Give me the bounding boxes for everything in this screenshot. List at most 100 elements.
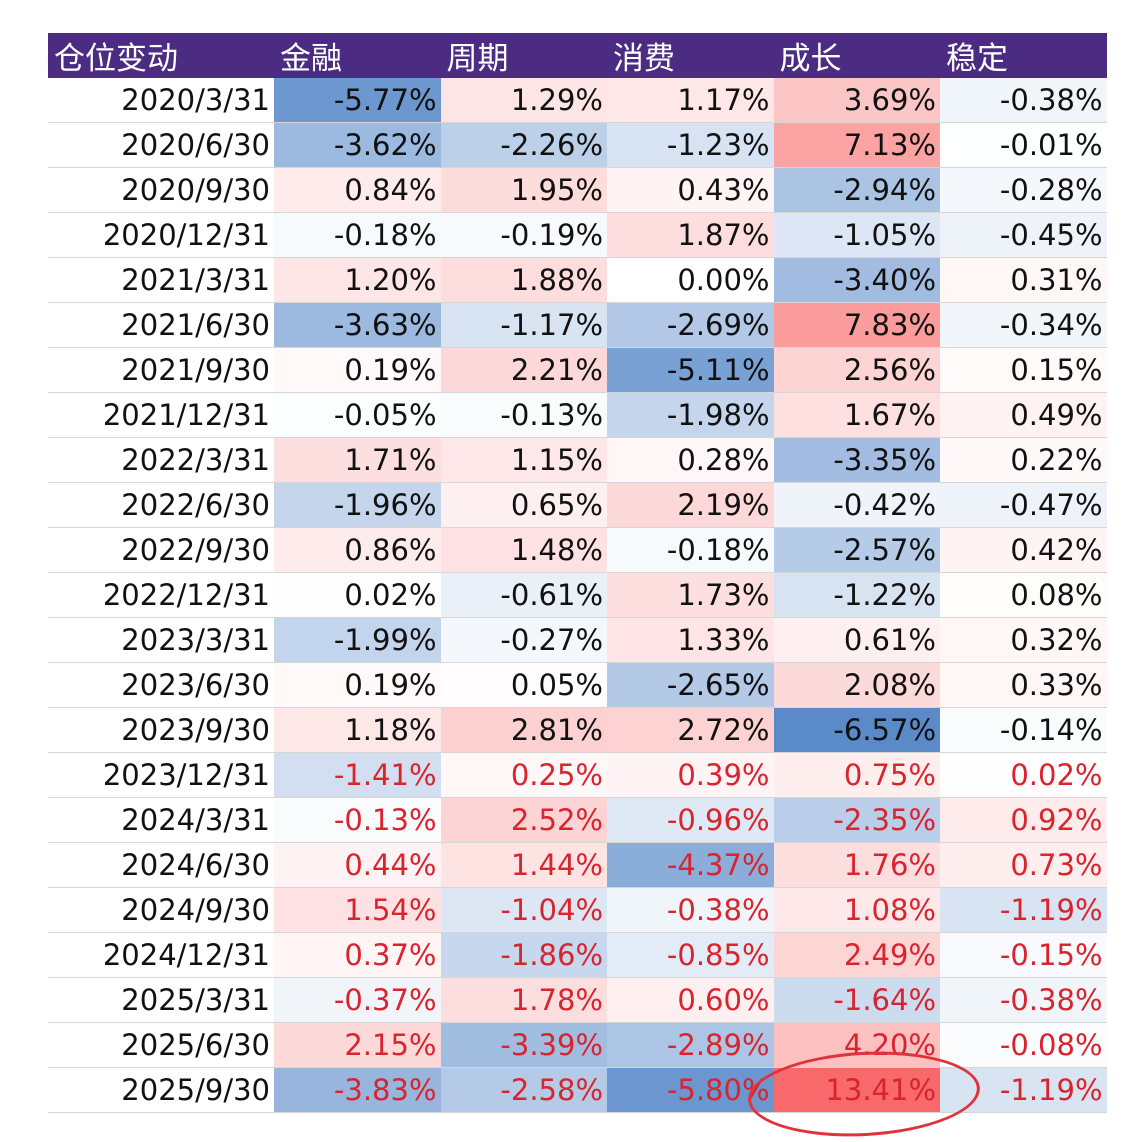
table-row: 2020/9/30 0.84% 1.95% 0.43% -2.94% -0.28%: [48, 167, 1107, 213]
cell-cyclical: -1.86%: [440, 932, 607, 978]
cell-growth: 7.83%: [773, 302, 940, 348]
cell-stable: -0.38%: [940, 977, 1107, 1023]
cell-finance: 0.44%: [274, 842, 441, 888]
cell-consumer: -2.65%: [607, 662, 774, 708]
cell-finance: -5.77%: [274, 78, 441, 123]
table-row: 2024/3/31 -0.13% 2.52% -0.96% -2.35% 0.92%: [48, 797, 1107, 843]
cell-finance: 1.54%: [274, 887, 441, 933]
cell-stable: 0.02%: [940, 752, 1107, 798]
table-row: 2023/3/31 -1.99% -0.27% 1.33% 0.61% 0.32%: [48, 617, 1107, 663]
header-date: 仓位变动: [48, 33, 274, 78]
cell-finance: 0.37%: [274, 932, 441, 978]
cell-consumer: 1.33%: [607, 617, 774, 663]
table-row: 2021/9/30 0.19% 2.21% -5.11% 2.56% 0.15%: [48, 347, 1107, 393]
table-row: 2020/12/31 -0.18% -0.19% 1.87% -1.05% -0.45%: [48, 212, 1107, 258]
cell-stable: 0.31%: [940, 257, 1107, 303]
cell-consumer: -0.96%: [607, 797, 774, 843]
cell-cyclical: 0.25%: [440, 752, 607, 798]
cell-stable: 0.42%: [940, 527, 1107, 573]
cell-stable: -0.47%: [940, 482, 1107, 528]
cell-consumer: -4.37%: [607, 842, 774, 888]
cell-growth: 7.13%: [773, 122, 940, 168]
cell-stable: -0.34%: [940, 302, 1107, 348]
cell-growth: -3.35%: [773, 437, 940, 483]
cell-finance: 0.86%: [274, 527, 441, 573]
cell-date: 2023/9/30: [48, 707, 274, 753]
table-row: 2022/3/31 1.71% 1.15% 0.28% -3.35% 0.22%: [48, 437, 1107, 483]
cell-growth: 0.61%: [773, 617, 940, 663]
cell-finance: -1.41%: [274, 752, 441, 798]
cell-consumer: 0.00%: [607, 257, 774, 303]
cell-cyclical: -0.27%: [440, 617, 607, 663]
cell-growth: 0.75%: [773, 752, 940, 798]
cell-stable: -0.28%: [940, 167, 1107, 213]
cell-consumer: -5.80%: [607, 1067, 774, 1113]
cell-finance: 2.15%: [274, 1022, 441, 1068]
cell-finance: -0.13%: [274, 797, 441, 843]
table-row: 2022/6/30 -1.96% 0.65% 2.19% -0.42% -0.47%: [48, 482, 1107, 528]
table-row: 2024/6/30 0.44% 1.44% -4.37% 1.76% 0.73%: [48, 842, 1107, 888]
cell-growth: 13.41%: [773, 1067, 940, 1113]
cell-consumer: -0.18%: [607, 527, 774, 573]
cell-consumer: 2.19%: [607, 482, 774, 528]
cell-growth: -2.35%: [773, 797, 940, 843]
table-row: 2021/6/30 -3.63% -1.17% -2.69% 7.83% -0.34%: [48, 302, 1107, 348]
cell-consumer: 1.73%: [607, 572, 774, 618]
cell-date: 2024/12/31: [48, 932, 274, 978]
cell-consumer: -2.69%: [607, 302, 774, 348]
cell-stable: 0.49%: [940, 392, 1107, 438]
cell-date: 2020/6/30: [48, 122, 274, 168]
cell-consumer: -1.98%: [607, 392, 774, 438]
cell-finance: 0.84%: [274, 167, 441, 213]
cell-date: 2025/6/30: [48, 1022, 274, 1068]
cell-cyclical: 1.15%: [440, 437, 607, 483]
table-row: 2024/9/30 1.54% -1.04% -0.38% 1.08% -1.19%: [48, 887, 1107, 933]
position-change-table: 仓位变动 金融 周期 消费 成长 稳定 2020/3/31 -5.77% 1.29%…: [48, 33, 1107, 1113]
cell-consumer: 2.72%: [607, 707, 774, 753]
cell-consumer: -0.38%: [607, 887, 774, 933]
cell-growth: -1.05%: [773, 212, 940, 258]
cell-finance: -0.18%: [274, 212, 441, 258]
header-finance: 金融: [274, 33, 441, 78]
cell-finance: -1.99%: [274, 617, 441, 663]
cell-finance: 0.19%: [274, 347, 441, 393]
cell-finance: -3.63%: [274, 302, 441, 348]
cell-cyclical: 0.05%: [440, 662, 607, 708]
cell-stable: -0.15%: [940, 932, 1107, 978]
cell-finance: -3.83%: [274, 1067, 441, 1113]
cell-date: 2025/3/31: [48, 977, 274, 1023]
cell-stable: 0.15%: [940, 347, 1107, 393]
cell-growth: -0.42%: [773, 482, 940, 528]
cell-stable: 0.92%: [940, 797, 1107, 843]
cell-finance: -0.05%: [274, 392, 441, 438]
cell-consumer: -0.85%: [607, 932, 774, 978]
cell-date: 2022/12/31: [48, 572, 274, 618]
cell-date: 2022/9/30: [48, 527, 274, 573]
cell-growth: 2.49%: [773, 932, 940, 978]
cell-date: 2024/6/30: [48, 842, 274, 888]
cell-finance: 0.02%: [274, 572, 441, 618]
table-row: 2023/12/31 -1.41% 0.25% 0.39% 0.75% 0.02%: [48, 752, 1107, 798]
cell-date: 2020/9/30: [48, 167, 274, 213]
cell-cyclical: 1.95%: [440, 167, 607, 213]
header-row: 仓位变动 金融 周期 消费 成长 稳定: [48, 33, 1107, 78]
cell-consumer: 0.39%: [607, 752, 774, 798]
cell-consumer: 0.28%: [607, 437, 774, 483]
cell-date: 2022/6/30: [48, 482, 274, 528]
cell-stable: -1.19%: [940, 887, 1107, 933]
cell-cyclical: -0.19%: [440, 212, 607, 258]
header-stable: 稳定: [940, 33, 1107, 78]
cell-finance: 1.71%: [274, 437, 441, 483]
cell-cyclical: 2.81%: [440, 707, 607, 753]
cell-finance: -1.96%: [274, 482, 441, 528]
header-cyclical: 周期: [440, 33, 607, 78]
table-row: 2020/3/31 -5.77% 1.29% 1.17% 3.69% -0.38%: [48, 78, 1107, 123]
cell-finance: 0.19%: [274, 662, 441, 708]
cell-date: 2021/6/30: [48, 302, 274, 348]
table-row: 2022/9/30 0.86% 1.48% -0.18% -2.57% 0.42%: [48, 527, 1107, 573]
cell-stable: -0.38%: [940, 78, 1107, 123]
cell-growth: 1.67%: [773, 392, 940, 438]
cell-finance: -3.62%: [274, 122, 441, 168]
cell-cyclical: 2.52%: [440, 797, 607, 843]
cell-cyclical: 2.21%: [440, 347, 607, 393]
